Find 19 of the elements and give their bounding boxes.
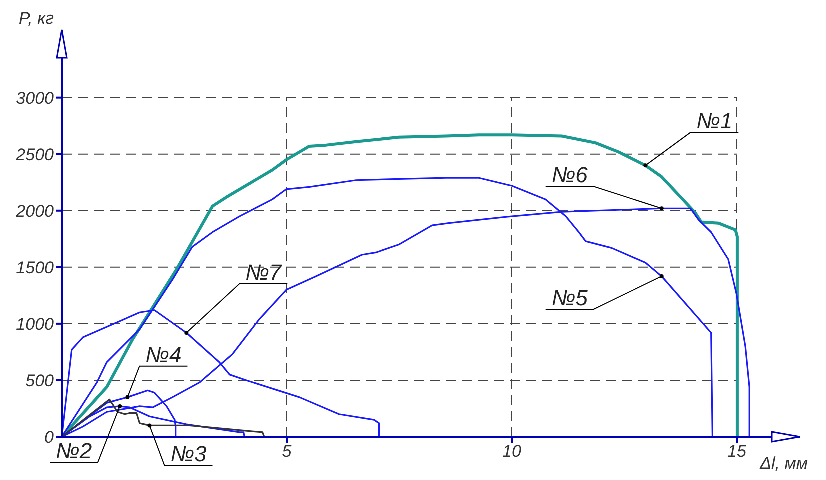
annotation: №5: [552, 285, 589, 310]
x-tick-label: 5: [282, 442, 292, 462]
y-tick-label: 2500: [15, 145, 55, 164]
y-tick-label: 1500: [16, 258, 55, 278]
y-axis-title: P, кг: [18, 9, 54, 28]
x-axis-title: Δl, мм: [759, 454, 808, 473]
x-tick-label: 15: [728, 442, 747, 462]
y-tick-label: 500: [26, 372, 55, 391]
annotation: №3: [170, 442, 208, 467]
annotation: №7: [246, 260, 282, 285]
y-tick-label: 2000: [15, 202, 55, 221]
annotation: №6: [552, 162, 589, 188]
y-tick-label: 1000: [16, 314, 55, 334]
annotation: №4: [146, 342, 182, 368]
annotation: №1: [696, 108, 733, 134]
x-tick-label: 10: [502, 442, 522, 462]
annotation: №2: [56, 438, 92, 464]
y-tick-label: 3000: [16, 88, 55, 108]
y-tick-label: 0: [44, 428, 55, 448]
